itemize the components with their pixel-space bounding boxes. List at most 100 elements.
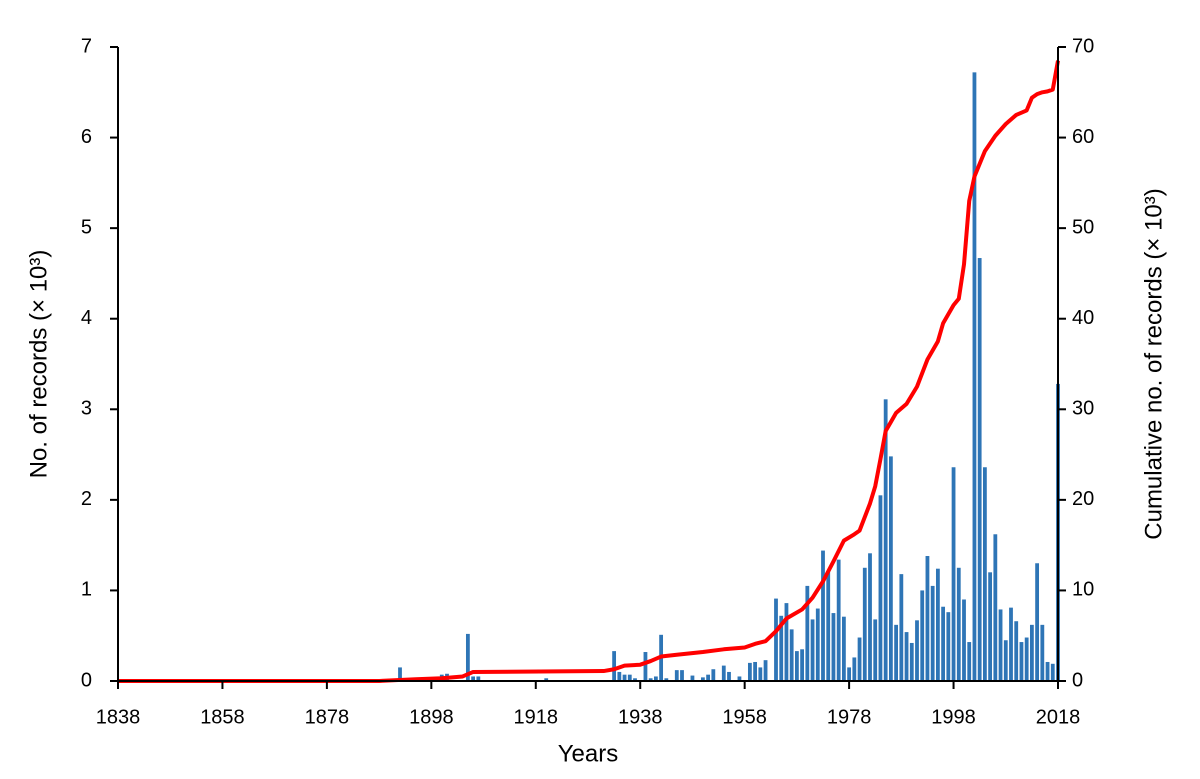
y2-tick-label: 30 (1072, 398, 1094, 420)
bar (1035, 563, 1040, 681)
cumulative-line (118, 60, 1060, 683)
bar (1003, 640, 1008, 681)
y2-tick-label: 20 (1072, 488, 1094, 510)
bar (612, 651, 617, 681)
x-axis-title: Years (558, 740, 619, 767)
bar (920, 590, 925, 681)
bar (962, 599, 966, 681)
y-tick-label: 0 (81, 669, 92, 691)
bar (925, 556, 930, 681)
bar (800, 649, 805, 681)
bar (930, 585, 935, 681)
bar (465, 633, 470, 681)
x-tick-label: 1898 (409, 706, 454, 728)
y-tick-label: 5 (81, 216, 92, 238)
y2-tick-label: 60 (1072, 126, 1094, 148)
bar (544, 678, 549, 681)
bar (998, 609, 1003, 681)
bar (1009, 607, 1013, 681)
bar (956, 567, 961, 681)
bar (982, 467, 987, 681)
bar (633, 678, 637, 681)
bar (883, 399, 888, 681)
bar (988, 572, 993, 681)
y-tick-label: 3 (81, 398, 92, 420)
bar (700, 677, 705, 681)
bar (951, 467, 956, 681)
bar (476, 676, 481, 681)
bar (747, 662, 752, 681)
bar (904, 632, 909, 681)
bar (721, 665, 726, 681)
bar (653, 676, 658, 681)
y2-tick-label: 0 (1072, 669, 1083, 691)
bar (857, 637, 862, 681)
bar (664, 678, 669, 681)
y-tick-label: 4 (81, 307, 92, 329)
bar (831, 613, 836, 681)
bar (899, 574, 904, 681)
y-tick-label: 2 (81, 488, 92, 510)
bar (868, 553, 872, 681)
bar (826, 571, 831, 681)
bar (993, 534, 998, 681)
bar (873, 619, 878, 681)
bar (821, 550, 825, 681)
bar (648, 678, 653, 681)
bar (888, 456, 893, 681)
bar (841, 616, 846, 681)
y-tick-label: 1 (81, 579, 92, 601)
bar (794, 651, 799, 681)
bar (763, 660, 768, 681)
bar (1019, 642, 1024, 681)
bar (617, 671, 622, 681)
bar (706, 674, 711, 681)
bar (805, 585, 810, 681)
bar (774, 598, 778, 681)
y-tick-label: 6 (81, 126, 92, 148)
y2-tick-label: 50 (1072, 216, 1094, 238)
x-tick-label: 1918 (514, 706, 559, 728)
bar (977, 258, 982, 681)
bar (836, 559, 841, 681)
y2-axis-title: Cumulative no. of records (× 10³) (1140, 188, 1167, 539)
bar (674, 670, 679, 681)
x-tick-label: 1998 (931, 706, 976, 728)
bar (711, 669, 716, 681)
x-tick-label: 1978 (827, 706, 872, 728)
bar (622, 674, 627, 681)
bar (1024, 637, 1029, 681)
bar (779, 615, 784, 681)
bar (784, 603, 789, 681)
bar (878, 495, 883, 681)
bar (471, 676, 476, 681)
bar (753, 661, 758, 681)
bar (690, 675, 695, 681)
bar (815, 608, 820, 681)
bar (862, 567, 867, 681)
x-tick-label: 1938 (618, 706, 663, 728)
bar (972, 72, 977, 682)
x-tick-label: 1838 (96, 706, 141, 728)
bar (894, 624, 899, 681)
bar (946, 612, 951, 681)
x-tick-label: 2018 (1036, 706, 1081, 728)
y-tick-label: 7 (81, 35, 92, 57)
y2-tick-label: 70 (1072, 35, 1094, 57)
x-tick-label: 1878 (305, 706, 350, 728)
y-axis-title: No. of records (× 10³) (25, 250, 52, 479)
bar (1029, 624, 1034, 681)
y2-tick-label: 10 (1072, 579, 1094, 601)
bar (758, 667, 763, 681)
bar (643, 652, 648, 681)
bar (852, 657, 857, 681)
bar (727, 671, 731, 681)
bar (810, 619, 815, 681)
bar (627, 674, 632, 681)
bar (1040, 624, 1045, 681)
bar (967, 642, 972, 681)
bar (847, 667, 852, 681)
bar (398, 667, 402, 681)
bar (941, 606, 946, 681)
